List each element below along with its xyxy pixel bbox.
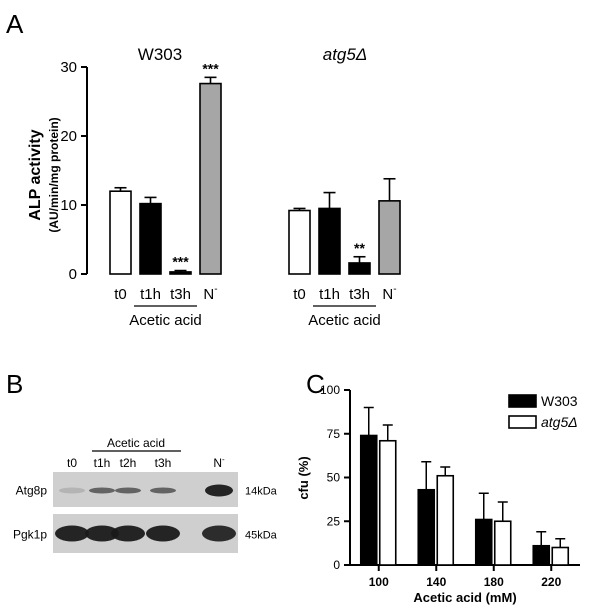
panel-c-bar bbox=[474, 518, 493, 566]
panel-b-lane-label: t2h bbox=[120, 456, 137, 470]
panel-a-y-label-line1: ALP activity bbox=[27, 129, 44, 220]
panel-c-y-tick-label: 100 bbox=[320, 383, 340, 397]
panel-a-x-label-superscript: - bbox=[393, 284, 396, 295]
panel-b-band bbox=[115, 487, 141, 494]
panel-b-row-label: Atg8p bbox=[16, 484, 48, 498]
panel-a-x-label: N- bbox=[382, 284, 396, 303]
panel-c-legend-swatch bbox=[508, 394, 537, 408]
panel-a-y-tick-label: 30 bbox=[60, 59, 77, 76]
panel-b-band bbox=[55, 525, 89, 542]
panel-c-x-tick-label: 140 bbox=[426, 575, 446, 589]
panel-a-significance: *** bbox=[202, 60, 219, 76]
panel-a-chart: 0 10 20 30 ALP activity (AU/min/mg protein) W3… bbox=[27, 45, 401, 329]
panel-c-bar bbox=[378, 439, 397, 566]
panel-a-x-label: t0 bbox=[114, 286, 127, 303]
panel-a-bar bbox=[199, 82, 222, 275]
panel-c-bar bbox=[359, 434, 378, 566]
panel-b-band bbox=[150, 487, 176, 494]
panel-c-y-tick-label: 50 bbox=[327, 471, 341, 485]
panel-c-bar bbox=[436, 474, 455, 566]
panel-a-bar bbox=[318, 207, 341, 275]
panel-a-bar bbox=[109, 190, 132, 275]
panel-a-x-label: t1h bbox=[140, 286, 161, 303]
panel-a-x-label: t1h bbox=[319, 286, 340, 303]
panel-a-x-label: t3h bbox=[170, 286, 191, 303]
panel-b-lane-label: t3h bbox=[155, 456, 172, 470]
panel-a-x-label-superscript: - bbox=[214, 284, 217, 295]
panel-b-band bbox=[202, 525, 236, 542]
panel-b-row-label: Pgk1p bbox=[13, 528, 47, 542]
panel-a-y-tick-label: 10 bbox=[60, 197, 77, 214]
panel-a-y-tick-label: 20 bbox=[60, 128, 77, 145]
panel-a-y-label-line2: (AU/min/mg protein) bbox=[47, 117, 61, 232]
panel-c-bar bbox=[532, 544, 551, 566]
panel-a-bar bbox=[378, 200, 401, 275]
panel-b-lane-superscript: - bbox=[222, 455, 225, 464]
panel-c-bar bbox=[551, 546, 570, 566]
panel-a-x-label: t0 bbox=[293, 286, 306, 303]
panel-c-y-tick-label: 25 bbox=[327, 514, 341, 528]
panel-a-bar bbox=[169, 271, 192, 275]
panel-b-band bbox=[111, 525, 145, 542]
panel-b-band bbox=[85, 525, 119, 542]
panel-c-legend-label: W303 bbox=[541, 393, 578, 409]
panel-b-lane-label: t0 bbox=[67, 456, 77, 470]
panel-c-y-tick-label: 0 bbox=[333, 558, 340, 572]
panel-b-band bbox=[205, 484, 233, 497]
panel-b-size-label: 45kDa bbox=[245, 530, 278, 542]
panel-b-lane-label: t1h bbox=[94, 456, 111, 470]
panel-c-y-label: cfu (%) bbox=[296, 456, 311, 499]
panel-c-chart: 0 25 50 75 100 cfu (%) 100 140 180 220 Acetic acid… bbox=[296, 383, 580, 605]
panel-a-bar bbox=[139, 202, 162, 275]
panel-a-treatment-label: Acetic acid bbox=[129, 312, 202, 329]
panel-c-x-tick-label: 180 bbox=[484, 575, 504, 589]
panel-c-y-tick-label: 75 bbox=[327, 427, 341, 441]
panel-a-significance: ** bbox=[354, 240, 365, 256]
panel-c-x-tick-label: 220 bbox=[541, 575, 561, 589]
panel-a-group-title: atg5Δ bbox=[323, 45, 368, 64]
panel-c-legend-swatch bbox=[508, 415, 537, 429]
panel-a-group-title: W303 bbox=[138, 45, 182, 64]
panel-b-letter: B bbox=[6, 369, 23, 399]
panel-b-band bbox=[146, 525, 180, 542]
panel-a-x-label: t3h bbox=[349, 286, 370, 303]
panel-a-x-label: N- bbox=[203, 284, 217, 303]
panel-a-bar bbox=[288, 209, 311, 275]
panel-c-letter: C bbox=[306, 369, 325, 399]
panel-a-y-tick-label: 0 bbox=[69, 266, 77, 283]
panel-b-band bbox=[89, 487, 115, 494]
panel-a-treatment-label: Acetic acid bbox=[308, 312, 381, 329]
panel-b-lane-label: N- bbox=[213, 455, 225, 470]
panel-c-legend-label: atg5Δ bbox=[541, 414, 578, 430]
panel-c-x-label: Acetic acid (mM) bbox=[413, 590, 516, 605]
panel-c-bar bbox=[417, 488, 436, 566]
panel-a-significance: *** bbox=[172, 254, 189, 270]
panel-a-letter: A bbox=[6, 9, 24, 39]
panel-b-western-blot: Acetic acid t0 t1h t2h t3h N- Atg8p 14kDa Pgk1p 4… bbox=[13, 436, 278, 553]
panel-c-x-tick-label: 100 bbox=[369, 575, 389, 589]
panel-b-band bbox=[59, 487, 85, 494]
panel-a-bar bbox=[348, 262, 371, 275]
panel-b-treatment-label: Acetic acid bbox=[107, 436, 165, 450]
panel-b-size-label: 14kDa bbox=[245, 486, 278, 498]
panel-c-bar bbox=[493, 520, 512, 566]
